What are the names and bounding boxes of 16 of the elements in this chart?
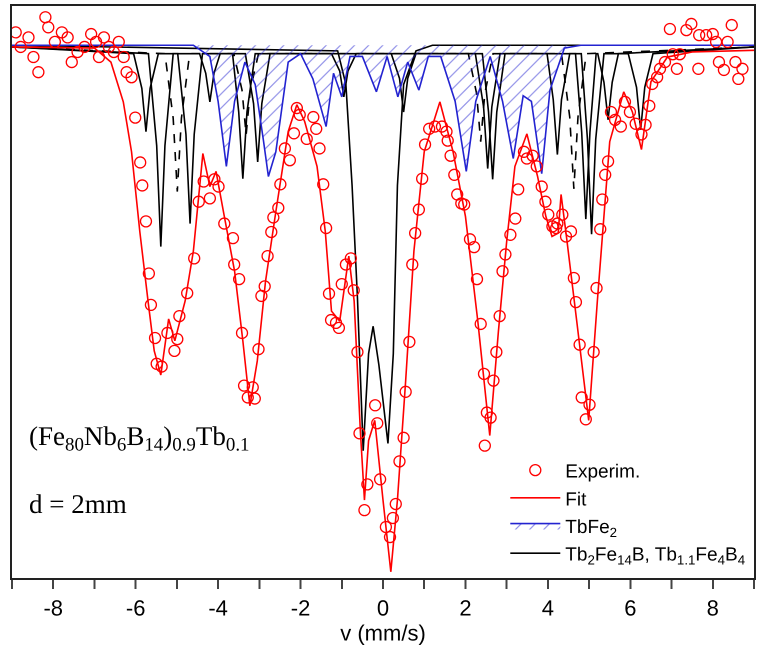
text: (Fe$_{80}$Nb$_{6}$B$_{14}$)$_{0.9}$Tb$_{0.1}$ [29, 421, 250, 456]
legend-label: Fit [565, 489, 588, 510]
x-tick-label: 2 [459, 595, 472, 620]
text: Tb$_{2}$Fe$_{14}$B, Tb$_{1.1}$Fe$_{4}$B$_{4}$ [565, 544, 746, 568]
x-tick-label: 4 [542, 595, 554, 620]
x-tick-label: -4 [208, 595, 228, 620]
x-tick-label: -8 [43, 595, 63, 620]
x-tick-label: -6 [126, 595, 146, 620]
x-axis-title: v (mm/s) [340, 620, 426, 646]
annotation: d = 2mm [29, 489, 127, 519]
x-tick-label: 6 [624, 595, 636, 620]
legend-label: TbFe$_{2}$ [565, 516, 618, 540]
legend-label: Experim. [565, 462, 640, 483]
x-tick-label: -2 [290, 595, 310, 620]
x-tick-label: 0 [376, 595, 390, 620]
x-tick-label: 8 [706, 595, 719, 620]
